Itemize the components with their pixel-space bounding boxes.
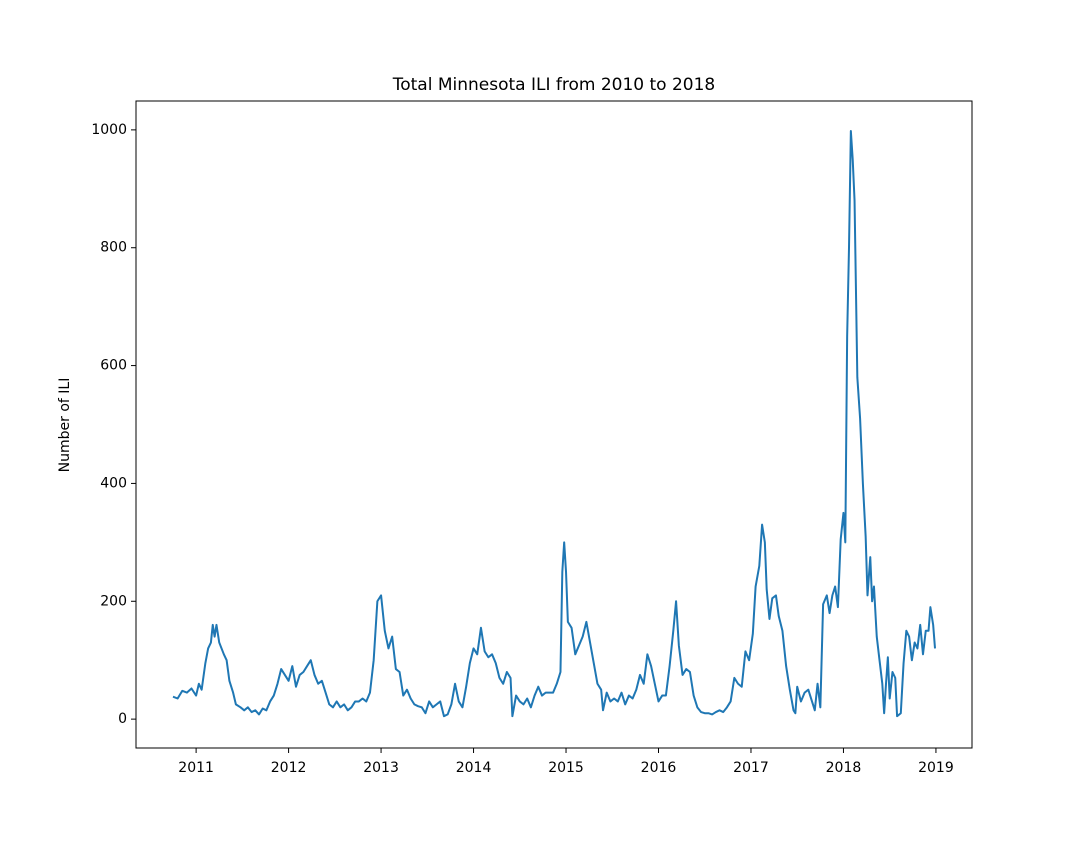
axes-frame	[135, 100, 973, 749]
y-tick-label: 200	[100, 593, 127, 609]
chart-title: Total Minnesota ILI from 2010 to 2018	[392, 75, 716, 95]
y-tick-label: 800	[100, 240, 127, 256]
x-tick-label: 2018	[826, 760, 862, 776]
data-line	[172, 130, 937, 718]
x-tick-label: 2014	[456, 760, 492, 776]
x-tick-label: 2012	[271, 760, 307, 776]
y-tick-label: 600	[100, 358, 127, 374]
y-tick-label: 1000	[91, 122, 127, 138]
x-tick-label: 2013	[363, 760, 399, 776]
plot-area	[172, 130, 937, 718]
y-tick-label: 0	[118, 711, 127, 727]
y-axis-label: Number of ILI	[57, 378, 73, 473]
x-tick-label: 2015	[548, 760, 584, 776]
x-tick-label: 2019	[918, 760, 954, 776]
y-tick-label: 400	[100, 475, 127, 491]
x-tick-label: 2016	[641, 760, 677, 776]
x-tick-label: 2011	[178, 760, 214, 776]
x-tick-label: 2017	[733, 760, 769, 776]
